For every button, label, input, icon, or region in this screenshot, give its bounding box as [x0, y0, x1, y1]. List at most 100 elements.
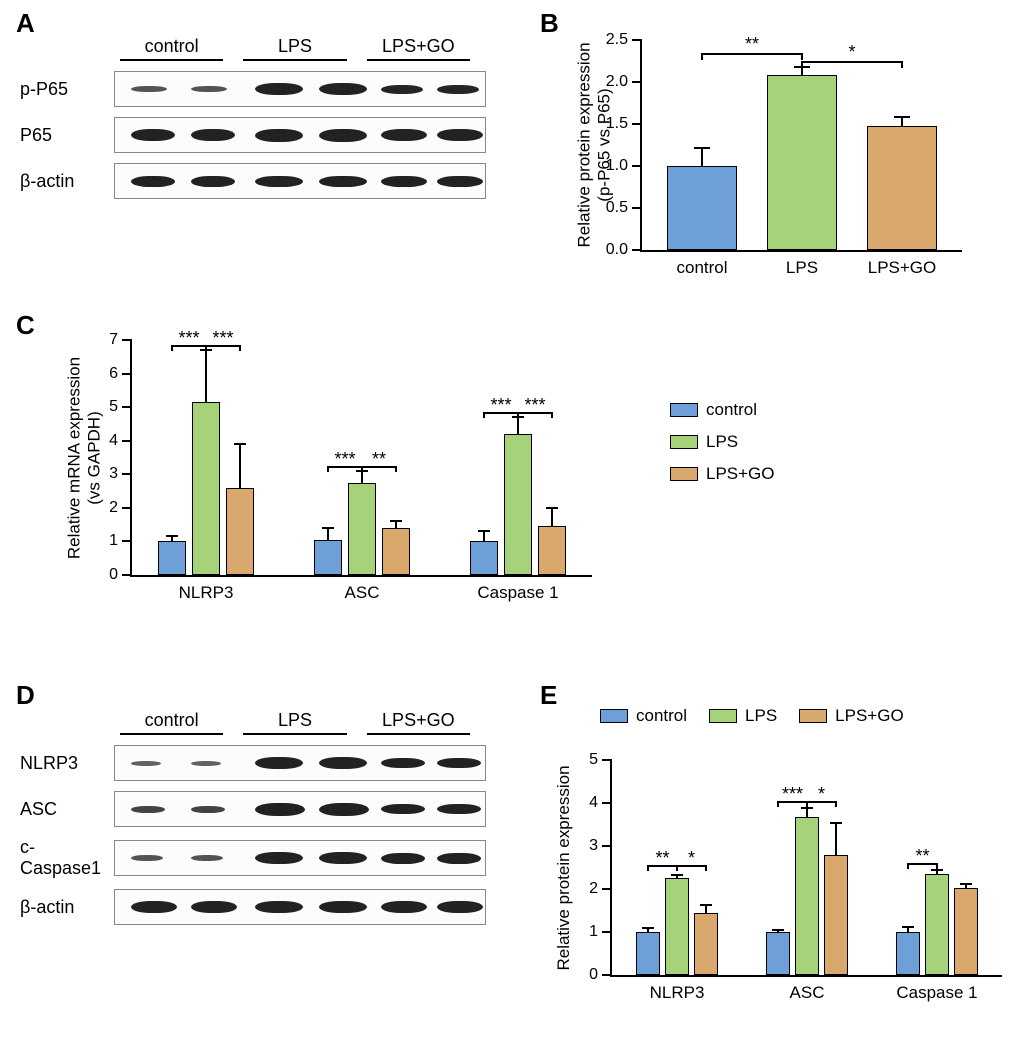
legend-swatch — [670, 467, 698, 481]
blot-header-lps: LPS — [233, 710, 356, 735]
blot-row-label: β-actin — [20, 897, 114, 918]
ytick-label: 0.5 — [606, 199, 642, 217]
blot-row-label: NLRP3 — [20, 753, 114, 774]
legend-swatch — [670, 435, 698, 449]
ytick-label: 2 — [109, 499, 132, 517]
plot-area: 0.00.51.01.52.02.5controlLPSLPS+GO*** — [640, 40, 962, 252]
legend-panel-c: control LPS LPS+GO — [670, 400, 775, 496]
bar — [504, 434, 532, 575]
bar — [925, 874, 949, 975]
legend-item-lps: LPS — [670, 432, 775, 452]
significance-marker: *** — [334, 450, 355, 468]
ytick-label: 1.5 — [606, 115, 642, 133]
bar-chart-panel-c: Relative mRNA expression (vs GAPDH)01234… — [130, 340, 660, 625]
xtick-label: Caspase 1 — [477, 575, 558, 603]
ytick-label: 2.5 — [606, 31, 642, 49]
significance-marker: ** — [745, 35, 759, 53]
legend-label: LPS+GO — [706, 464, 775, 484]
bar — [795, 817, 819, 975]
blot-header-lps-go: LPS+GO — [357, 36, 480, 61]
ytick-label: 1.0 — [606, 157, 642, 175]
ytick-label: 3 — [589, 837, 612, 855]
blot-strip — [114, 71, 486, 107]
legend-swatch — [709, 709, 737, 723]
ytick-label: 4 — [589, 794, 612, 812]
panel-letter-c: C — [16, 310, 35, 341]
legend-item-control: control — [670, 400, 775, 420]
bar — [226, 488, 254, 575]
plot-area: 012345NLRP3ASCCaspase 1********* — [610, 760, 1002, 977]
xtick-label: Caspase 1 — [896, 975, 977, 1003]
y-axis-label: Relative protein expression — [554, 765, 574, 970]
xtick-label: LPS — [786, 250, 818, 278]
significance-marker: *** — [178, 329, 199, 347]
plot-area: 01234567NLRP3ASCCaspase 1***************… — [130, 340, 592, 577]
xtick-label: LPS+GO — [868, 250, 937, 278]
blot-row-label: c-Caspase1 — [20, 837, 114, 879]
bar-lps — [767, 75, 837, 250]
blot-header-lps-go: LPS+GO — [357, 710, 480, 735]
legend-item-control: control — [600, 706, 687, 726]
blot-strip — [114, 745, 486, 781]
y-axis-label: Relative mRNA expression (vs GAPDH) — [64, 356, 103, 558]
panel-letter-a: A — [16, 8, 35, 39]
bar-lps-go — [867, 126, 937, 250]
bar — [470, 541, 498, 575]
ytick-label: 0 — [589, 966, 612, 984]
blot-row-label: p-P65 — [20, 79, 114, 100]
bar — [896, 932, 920, 975]
ytick-label: 6 — [109, 365, 132, 383]
xtick-label: ASC — [790, 975, 825, 1003]
panel-letter-b: B — [540, 8, 559, 39]
blot-row-label: P65 — [20, 125, 114, 146]
ytick-label: 5 — [589, 751, 612, 769]
xtick-label: ASC — [345, 575, 380, 603]
ytick-label: 7 — [109, 331, 132, 349]
ytick-label: 4 — [109, 432, 132, 450]
significance-marker: *** — [490, 396, 511, 414]
legend-label: LPS+GO — [835, 706, 904, 726]
blot-header-lps: LPS — [233, 36, 356, 61]
ytick-label: 5 — [109, 398, 132, 416]
blot-row-label: ASC — [20, 799, 114, 820]
legend-swatch — [600, 709, 628, 723]
xtick-label: control — [676, 250, 727, 278]
legend-swatch — [799, 709, 827, 723]
bar — [665, 878, 689, 975]
bar — [538, 526, 566, 575]
legend-label: control — [636, 706, 687, 726]
legend-label: control — [706, 400, 757, 420]
legend-item-lps-go: LPS+GO — [670, 464, 775, 484]
legend-label: LPS — [745, 706, 777, 726]
figure-root: A B C D E controlLPSLPS+GOp-P65P65β-acti… — [0, 0, 1020, 1048]
ytick-label: 1 — [109, 532, 132, 550]
legend-panel-e: control LPS LPS+GO — [600, 706, 904, 726]
bar — [766, 932, 790, 975]
bar-chart-panel-e: Relative protein expression012345NLRP3AS… — [610, 760, 1020, 1025]
legend-label: LPS — [706, 432, 738, 452]
legend-swatch — [670, 403, 698, 417]
significance-marker: * — [848, 43, 855, 61]
panel-letter-d: D — [16, 680, 35, 711]
significance-marker: *** — [524, 396, 545, 414]
bar — [694, 913, 718, 975]
significance-marker: ** — [915, 847, 929, 865]
blot-strip — [114, 791, 486, 827]
blot-strip — [114, 163, 486, 199]
significance-marker: * — [688, 849, 695, 867]
ytick-label: 3 — [109, 465, 132, 483]
bar — [636, 932, 660, 975]
ytick-label: 2.0 — [606, 73, 642, 91]
western-blot-panel-d: controlLPSLPS+GONLRP3ASCc-Caspase1β-acti… — [20, 710, 500, 925]
blot-header-control: control — [110, 36, 233, 61]
bar — [348, 483, 376, 575]
significance-marker: ** — [372, 450, 386, 468]
significance-marker: *** — [212, 329, 233, 347]
blot-strip — [114, 889, 486, 925]
significance-marker: * — [818, 785, 825, 803]
ytick-label: 0 — [109, 566, 132, 584]
bar — [382, 528, 410, 575]
significance-marker: *** — [782, 785, 803, 803]
blot-row-label: β-actin — [20, 171, 114, 192]
blot-strip — [114, 840, 486, 876]
